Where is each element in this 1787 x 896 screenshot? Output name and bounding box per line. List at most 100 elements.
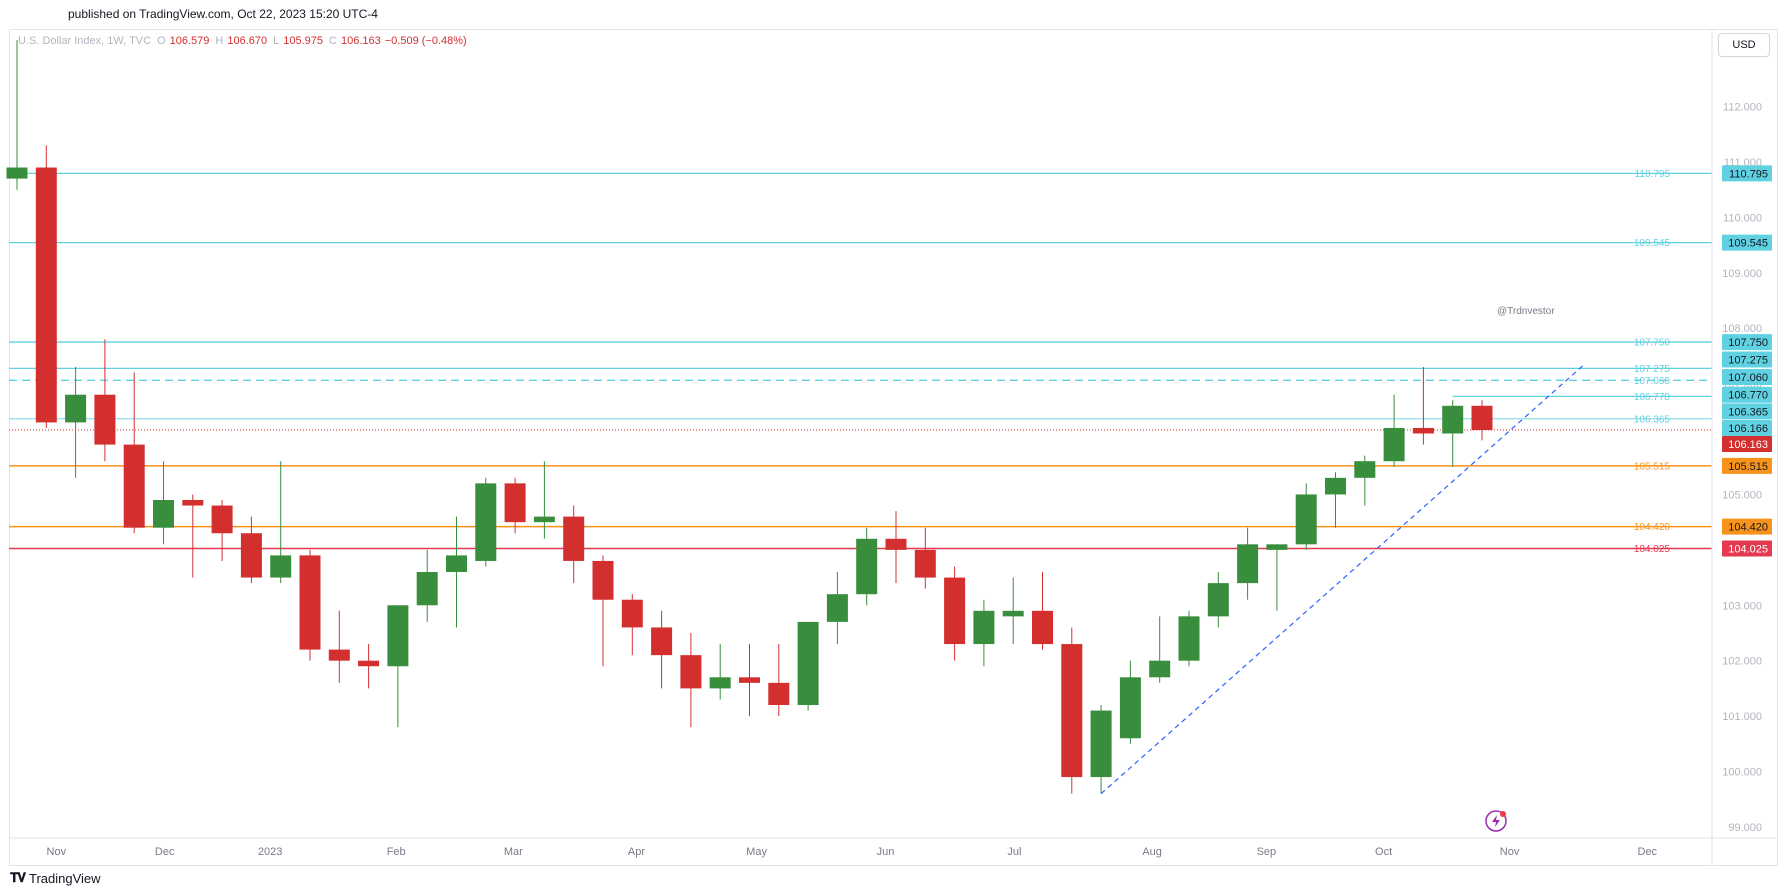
- price-axis-badge-label: 107.060: [1728, 372, 1768, 384]
- price-axis-badge-bg: [1722, 234, 1772, 251]
- close-value: 106.163: [340, 35, 381, 47]
- open-label: O: [157, 35, 166, 47]
- level-line-label: 110.795: [1635, 169, 1671, 180]
- price-tick-label: 99.000: [1728, 822, 1762, 834]
- time-tick-label: Dec: [155, 846, 175, 858]
- candle-body: [885, 538, 907, 550]
- candle-body: [416, 572, 438, 606]
- price-axis-badge: 106.770: [1722, 386, 1772, 403]
- candle-body: [1149, 660, 1171, 678]
- candle-body: [914, 549, 936, 578]
- price-axis-badge-label: 107.750: [1728, 337, 1768, 349]
- candle-body: [153, 499, 174, 528]
- level-line-label: 104.025: [1634, 544, 1671, 555]
- candle: [973, 599, 995, 667]
- candle-body: [1178, 616, 1200, 661]
- time-tick-label: Nov: [1500, 846, 1520, 858]
- level-line-label: 106.365: [1634, 414, 1671, 425]
- price-tick-label: 101.000: [1722, 711, 1762, 723]
- candle: [153, 461, 174, 545]
- time-tick-label: Aug: [1142, 846, 1162, 858]
- candle-body: [1061, 644, 1083, 778]
- candle-body: [1119, 677, 1141, 739]
- time-tick-label: Apr: [628, 846, 645, 858]
- price-axis-badge-bg: [1722, 386, 1772, 403]
- candle: [914, 527, 936, 589]
- candle: [1266, 544, 1288, 611]
- candle: [563, 505, 585, 584]
- candle-body: [123, 444, 145, 528]
- level-line-label: 104.420: [1634, 522, 1671, 533]
- candle-body: [709, 677, 731, 689]
- candle: [1237, 527, 1259, 600]
- tradingview-logo-icon: 𝐓𝐕: [10, 870, 26, 885]
- candle-body: [1002, 610, 1024, 617]
- close-label: C: [329, 35, 337, 47]
- low-value: 105.975: [283, 35, 324, 47]
- price-axis-badge-label: 106.166: [1728, 423, 1768, 435]
- candle: [123, 372, 145, 534]
- candle: [299, 549, 321, 661]
- candle-body: [651, 627, 673, 656]
- candle-body: [944, 577, 966, 645]
- price-tick-label: 108.000: [1722, 323, 1762, 335]
- price-axis-badge-bg: [1722, 334, 1772, 351]
- candle-body: [1237, 544, 1259, 584]
- candle: [270, 461, 292, 584]
- candle: [680, 632, 702, 728]
- candle: [1412, 367, 1434, 445]
- candle-body: [592, 560, 614, 600]
- candle: [1354, 455, 1376, 506]
- price-axis-badge: 106.163: [1722, 436, 1772, 453]
- candle: [1207, 572, 1229, 628]
- price-axis-badge: 106.166: [1722, 419, 1772, 436]
- candle: [65, 367, 87, 478]
- chart-frame[interactable]: [9, 29, 1778, 866]
- time-tick-label: Nov: [47, 846, 67, 858]
- price-axis-badge-bg: [1722, 419, 1772, 436]
- price-axis-badge: 106.365: [1722, 403, 1772, 420]
- symbol-title[interactable]: U.S. Dollar Index, 1W, TVC: [18, 35, 152, 47]
- candle: [6, 40, 28, 190]
- candle-body: [182, 499, 204, 506]
- candle: [328, 610, 350, 683]
- candle: [416, 549, 438, 622]
- candle: [1032, 572, 1053, 650]
- currency-button[interactable]: USD: [1718, 33, 1770, 57]
- tradingview-footer[interactable]: 𝐓𝐕 TradingView: [10, 870, 101, 886]
- ohlc-legend: U.S. Dollar Index, 1W, TVC O 106.579 H 106…: [18, 35, 467, 47]
- candle: [885, 511, 907, 584]
- candle: [709, 644, 731, 700]
- lightning-icon[interactable]: [1485, 810, 1507, 832]
- candle-body: [1325, 477, 1346, 495]
- candle: [1061, 627, 1083, 794]
- candle: [651, 610, 673, 689]
- price-axis-badge-bg: [1722, 457, 1772, 474]
- candle-body: [65, 394, 87, 423]
- price-axis-badge-label: 109.545: [1728, 238, 1768, 250]
- candle: [358, 644, 380, 689]
- candle: [504, 477, 526, 534]
- low-label: L: [273, 35, 280, 47]
- price-tick-label: 105.000: [1722, 489, 1762, 501]
- candle: [739, 644, 760, 717]
- candle: [826, 572, 848, 645]
- price-axis-badge: 105.515: [1722, 457, 1772, 474]
- candle-body: [533, 516, 555, 523]
- author-watermark: @Trdnvestor: [1497, 306, 1555, 317]
- price-tick-label: 100.000: [1722, 767, 1762, 779]
- candle-body: [504, 483, 526, 523]
- change-value: −0.509 (−0.48%): [384, 35, 467, 47]
- time-tick-label: 2023: [258, 846, 282, 858]
- candle-body: [1442, 405, 1464, 434]
- price-tick-label: 109.000: [1722, 268, 1762, 280]
- price-axis-badge-bg: [1722, 165, 1772, 182]
- time-tick-label: Mar: [504, 846, 523, 858]
- price-tick-label: 102.000: [1722, 656, 1762, 668]
- candle: [621, 594, 643, 656]
- candle-body: [1412, 427, 1434, 434]
- candle: [182, 494, 204, 578]
- price-axis-badge: 104.025: [1722, 540, 1772, 557]
